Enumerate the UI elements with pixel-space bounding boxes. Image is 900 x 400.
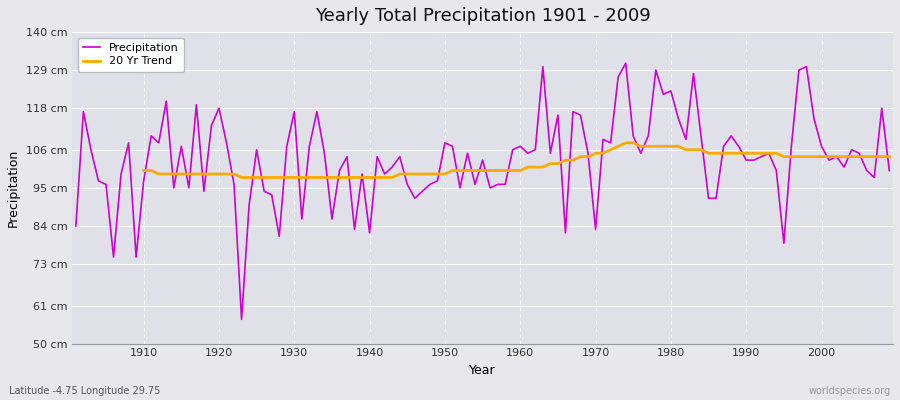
20 Yr Trend <box>620 140 631 145</box>
Line: 20 Yr Trend: 20 Yr Trend <box>144 143 889 178</box>
20 Yr Trend <box>884 154 895 159</box>
20 Yr Trend <box>839 154 850 159</box>
20 Yr Trend <box>139 168 149 173</box>
Precipitation <box>304 144 315 149</box>
Precipitation <box>515 144 526 149</box>
Text: worldspecies.org: worldspecies.org <box>809 386 891 396</box>
Legend: Precipitation, 20 Yr Trend: Precipitation, 20 Yr Trend <box>77 38 184 72</box>
Precipitation <box>236 317 247 322</box>
Precipitation <box>884 168 895 173</box>
Precipitation <box>620 61 631 66</box>
Title: Yearly Total Precipitation 1901 - 2009: Yearly Total Precipitation 1901 - 2009 <box>315 7 651 25</box>
20 Yr Trend <box>590 151 601 156</box>
Line: Precipitation: Precipitation <box>76 63 889 320</box>
20 Yr Trend <box>319 175 329 180</box>
20 Yr Trend <box>861 154 872 159</box>
Text: Latitude -4.75 Longitude 29.75: Latitude -4.75 Longitude 29.75 <box>9 386 160 396</box>
20 Yr Trend <box>289 175 300 180</box>
Precipitation <box>613 75 624 80</box>
20 Yr Trend <box>236 175 247 180</box>
Precipitation <box>130 255 141 260</box>
20 Yr Trend <box>530 165 541 170</box>
Precipitation <box>70 224 81 228</box>
X-axis label: Year: Year <box>469 364 496 377</box>
Precipitation <box>522 151 533 156</box>
Precipitation <box>349 227 360 232</box>
Y-axis label: Precipitation: Precipitation <box>7 149 20 227</box>
